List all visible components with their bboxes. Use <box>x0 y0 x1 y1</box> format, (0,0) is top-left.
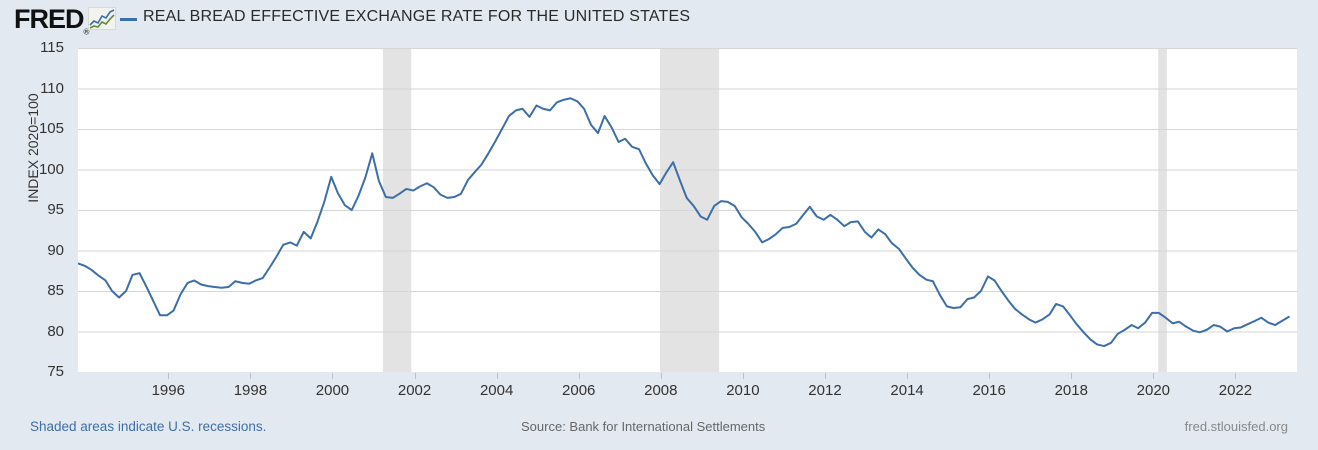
x-axis-tick-label: 2008 <box>644 382 678 399</box>
data-series-line <box>78 97 1290 348</box>
x-axis-tick-mark <box>578 373 580 379</box>
chart-canvas <box>78 48 1297 372</box>
x-axis-tick-mark <box>250 373 252 379</box>
y-axis-tick-label: 75 <box>47 363 64 380</box>
recession-note[interactable]: Shaded areas indicate U.S. recessions. <box>30 419 267 434</box>
x-axis-tick-mark <box>1153 373 1155 379</box>
y-axis-tick-label: 80 <box>47 322 64 340</box>
x-axis-tick-mark <box>907 373 909 379</box>
y-axis-tick-label: 115 <box>40 39 64 56</box>
source-note: Source: Bank for International Settlemen… <box>521 419 766 434</box>
x-axis-tick-mark <box>1071 373 1073 379</box>
x-axis-tick-label: 2014 <box>890 382 924 399</box>
series-title: REAL BREAD EFFECTIVE EXCHANGE RATE FOR T… <box>143 8 691 25</box>
x-axis-tick-mark <box>414 373 416 379</box>
x-axis-tick-mark <box>660 373 662 379</box>
x-axis-tick-label: 2016 <box>972 382 1006 399</box>
x-axis-tick-mark <box>742 373 744 379</box>
chart-header: FRED® REAL BREAD EFFECTIVE EXCHANGE RATE… <box>0 0 1318 40</box>
y-axis-tick-label: 100 <box>38 160 64 178</box>
y-axis-tick-label: 90 <box>47 241 64 259</box>
x-axis-tick-label: 2012 <box>808 382 842 399</box>
y-axis-tick-label: 95 <box>47 201 64 218</box>
x-axis-tick-label: 1996 <box>151 382 185 399</box>
mini-line-chart-icon <box>88 7 116 30</box>
x-axis-tick-mark <box>1235 373 1237 379</box>
x-axis-tick-mark <box>168 373 170 379</box>
x-axis-tick-label: 2018 <box>1054 382 1088 399</box>
y-axis-tick-label: 105 <box>38 120 64 137</box>
plot-area <box>78 48 1297 372</box>
x-axis-tick-label: 2004 <box>479 382 514 399</box>
x-axis-tick-label: 1998 <box>233 382 268 399</box>
x-axis-tick-label: 2022 <box>1218 382 1253 399</box>
fred-logo-registered: ® <box>83 27 90 37</box>
y-axis-tick-label: 85 <box>47 282 64 299</box>
x-axis-tick-mark <box>989 373 991 379</box>
y-axis-tick-label: 110 <box>40 79 64 97</box>
fred-logo[interactable]: FRED® <box>14 4 90 45</box>
x-axis-tick-mark <box>496 373 498 379</box>
fred-logo-text: FRED <box>14 4 84 34</box>
x-axis-tick-label: 2000 <box>315 382 350 399</box>
x-axis-tick-mark <box>332 373 334 379</box>
x-axis-tick-mark <box>824 373 826 379</box>
x-axis-tick-label: 2020 <box>1136 382 1171 399</box>
x-axis-tick-label: 2010 <box>726 382 760 399</box>
x-axis-tick-label: 2002 <box>397 382 432 399</box>
site-url: fred.stlouisfed.org <box>1184 419 1288 434</box>
x-axis-tick-label: 2006 <box>562 382 596 399</box>
legend-color-swatch <box>120 18 137 21</box>
